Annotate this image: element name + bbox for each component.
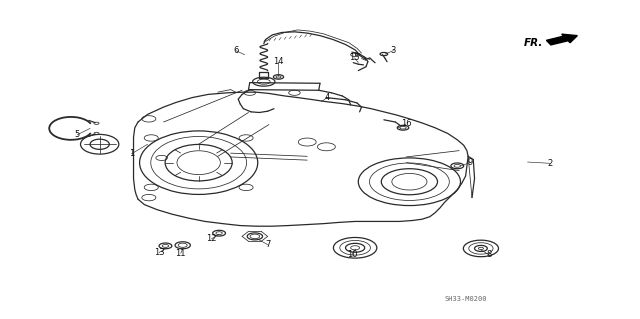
Text: 4: 4: [325, 93, 330, 102]
Text: 2: 2: [547, 159, 552, 168]
Text: 6: 6: [233, 46, 238, 55]
Text: 15: 15: [349, 53, 360, 62]
Text: FR.: FR.: [524, 38, 543, 48]
Text: SH33-M0200: SH33-M0200: [444, 296, 487, 301]
Text: 13: 13: [154, 248, 164, 257]
Text: 10: 10: [347, 250, 357, 259]
Text: 16: 16: [401, 119, 412, 129]
FancyArrow shape: [547, 34, 577, 45]
Text: 8: 8: [486, 250, 492, 259]
Text: 7: 7: [265, 240, 270, 249]
Text: 12: 12: [206, 234, 217, 243]
Text: 14: 14: [273, 57, 284, 66]
Text: 9: 9: [467, 158, 473, 167]
Text: 3: 3: [391, 46, 396, 55]
Text: 1: 1: [129, 149, 134, 158]
Text: 11: 11: [175, 249, 186, 258]
Text: 5: 5: [75, 130, 80, 139]
